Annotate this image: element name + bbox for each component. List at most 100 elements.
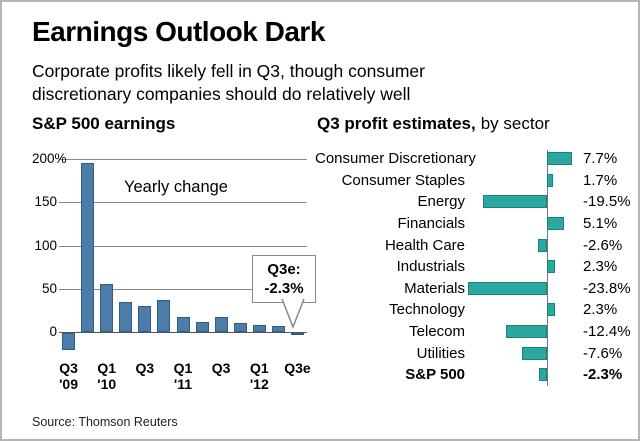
x-axis-year-label: '11: [173, 376, 193, 392]
gridline: [59, 159, 307, 160]
sector-label: S&P 500: [405, 366, 465, 384]
y-axis-tick-label: 50: [41, 280, 57, 296]
page-title: Earnings Outlook Dark: [32, 16, 325, 47]
earnings-bar: [119, 301, 133, 332]
sector-bar-zone: [465, 216, 581, 231]
sector-bar: [547, 152, 573, 166]
earnings-bar: [100, 284, 114, 332]
earnings-bar: [252, 325, 266, 332]
sector-bar: [468, 281, 547, 295]
right-chart-title: Q3 profit estimates, by sector: [317, 114, 550, 134]
subtitle-line1: Corporate profits likely fell in Q3, tho…: [32, 61, 425, 81]
sector-value: 2.3%: [583, 258, 618, 276]
sector-bar: [547, 173, 553, 187]
subtitle: Corporate profits likely fell in Q3, tho…: [32, 60, 425, 106]
sector-label: Industrials: [396, 258, 465, 276]
sector-value: -19.5%: [583, 193, 631, 211]
source-note: Source: Thomson Reuters: [32, 415, 178, 429]
sector-bar: [539, 368, 547, 382]
sector-bar-zone: [465, 173, 581, 188]
x-axis-tick-label: Q1: [249, 360, 269, 376]
sector-label: Financials: [397, 215, 465, 233]
q3e-callout: Q3e: -2.3%: [252, 255, 316, 303]
x-axis-year-label: '12: [249, 376, 269, 392]
earnings-bar: [138, 306, 152, 332]
sector-bar-zone: [465, 367, 581, 382]
sector-bar: [521, 346, 547, 360]
earnings-bar: [62, 333, 76, 351]
callout-line1: Q3e:: [267, 261, 301, 278]
sector-value: 5.1%: [583, 215, 618, 233]
earnings-bar: [176, 317, 190, 332]
sector-label: Telecom: [409, 323, 465, 341]
sector-bar: [547, 303, 555, 317]
sector-bar: [547, 217, 564, 231]
y-axis-tick-label: 150: [34, 194, 57, 210]
x-axis-year-label: '09: [59, 376, 78, 392]
sector-row: S&P 500 -2.3%: [315, 364, 638, 386]
sector-bar: [538, 238, 547, 252]
sp500-earnings-chart: Yearly change Q3e: -2.3% 0 50 100 150 200% Q3…: [32, 147, 322, 402]
gridline: [59, 202, 307, 204]
x-axis-tick-label: Q3: [59, 360, 78, 376]
earnings-bar: [290, 333, 304, 335]
sector-value: 1.7%: [583, 171, 618, 189]
sector-bar-zone: [465, 281, 581, 296]
sector-row: Utilities -7.6%: [315, 342, 638, 364]
sector-row: Consumer Discretionary 7.7%: [315, 148, 638, 170]
sector-label: Utilities: [416, 344, 465, 362]
earnings-bar: [195, 321, 209, 332]
yearly-change-annotation: Yearly change: [124, 178, 228, 196]
sector-row: Technology 2.3%: [315, 299, 638, 321]
earnings-bar: [81, 163, 95, 332]
sector-row: Health Care -2.6%: [315, 234, 638, 256]
earnings-bar: [157, 299, 171, 332]
sector-value: -2.3%: [583, 366, 623, 384]
sector-label: Health Care: [384, 236, 465, 254]
right-chart-title-bold: Q3 profit estimates,: [317, 114, 476, 133]
x-axis-year-label: '10: [97, 376, 117, 392]
right-chart-title-suffix: by sector: [480, 114, 550, 133]
sector-row: Financials 5.1%: [315, 213, 638, 235]
sector-bar-zone: [465, 324, 581, 339]
sector-value: -23.8%: [583, 279, 631, 297]
gridline: [59, 288, 307, 290]
sector-label: Energy: [417, 193, 465, 211]
left-chart-title: S&P 500 earnings: [32, 114, 176, 133]
x-axis-tick-label: Q3: [135, 360, 155, 376]
zero-gridline: [59, 332, 307, 333]
y-axis-tick-label: 100: [34, 237, 57, 253]
sector-estimates-chart: Consumer Discretionary 7.7% Consumer Stapl…: [315, 148, 638, 386]
sector-bar-zone: [465, 194, 581, 209]
sector-bar: [506, 325, 547, 339]
sector-label: Consumer Discretionary: [315, 150, 476, 168]
sector-bar-zone: [465, 302, 581, 317]
sector-bar-zone: [465, 259, 581, 274]
sector-row: Energy -19.5%: [315, 191, 638, 213]
x-axis-tick-label: Q1: [173, 360, 193, 376]
callout-pointer-icon: [281, 298, 305, 330]
sector-bar: [482, 195, 547, 209]
sector-value: 7.7%: [583, 150, 618, 168]
sector-bar: [547, 260, 555, 274]
sector-bar-zone: [465, 151, 581, 166]
sector-value: -2.6%: [583, 236, 623, 254]
sector-value: -7.6%: [583, 344, 623, 362]
sector-label: Technology: [389, 301, 465, 319]
sector-label: Materials: [404, 279, 465, 297]
y-axis-tick-label: 200%: [32, 151, 67, 166]
sector-value: 2.3%: [583, 301, 618, 319]
sector-row: Consumer Staples 1.7%: [315, 170, 638, 192]
sector-value: -12.4%: [583, 323, 631, 341]
sector-row: Industrials 2.3%: [315, 256, 638, 278]
earnings-bar: [271, 325, 285, 332]
earnings-bar: [233, 323, 247, 332]
gridline: [59, 245, 307, 247]
sector-row: Materials -23.8%: [315, 278, 638, 300]
earnings-bar: [214, 317, 228, 332]
sector-row: Telecom -12.4%: [315, 321, 638, 343]
x-axis-tick-label: Q3: [211, 360, 231, 376]
x-axis-tick-label: Q1: [97, 360, 117, 376]
sector-label: Consumer Staples: [341, 171, 465, 189]
